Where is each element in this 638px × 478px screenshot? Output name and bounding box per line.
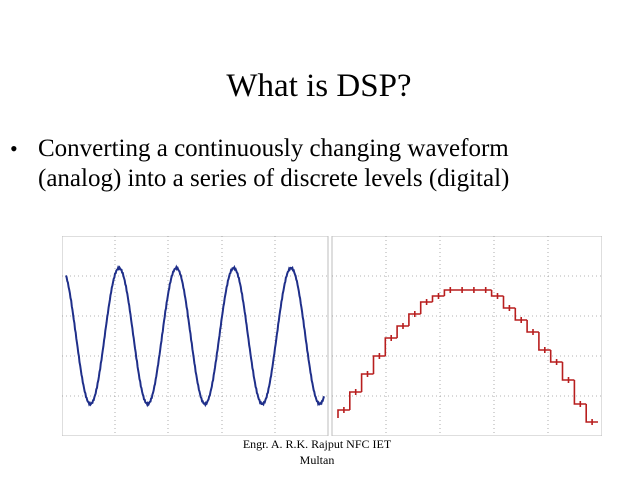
- slide-title: What is DSP?: [226, 68, 412, 104]
- footer-credit: Engr. A. R.K. Rajput NFC IET Multan: [212, 436, 422, 468]
- bullet-text-line-1: Converting a continuously changing wavef…: [38, 135, 509, 162]
- analog-panel-frame: [62, 236, 329, 436]
- analog-oscilloscope-panel: [62, 236, 329, 436]
- analog-sine-wave: [65, 264, 325, 408]
- bullet-marker: •: [10, 136, 18, 161]
- digital-oscilloscope-panel: [331, 236, 602, 436]
- digital-stepped-wave: [337, 287, 598, 425]
- digital-panel-frame: [331, 236, 602, 436]
- footer-line-1: Engr. A. R.K. Rajput NFC IET: [242, 437, 392, 451]
- oscilloscope-figure: [62, 236, 602, 436]
- analog-panel-grid: [62, 236, 328, 436]
- bullet-text: Converting a continuously changing wavef…: [38, 134, 608, 194]
- bullet-text-line-2: (analog) into a series of discrete level…: [38, 165, 510, 192]
- footer-line-2: Multan: [299, 453, 335, 467]
